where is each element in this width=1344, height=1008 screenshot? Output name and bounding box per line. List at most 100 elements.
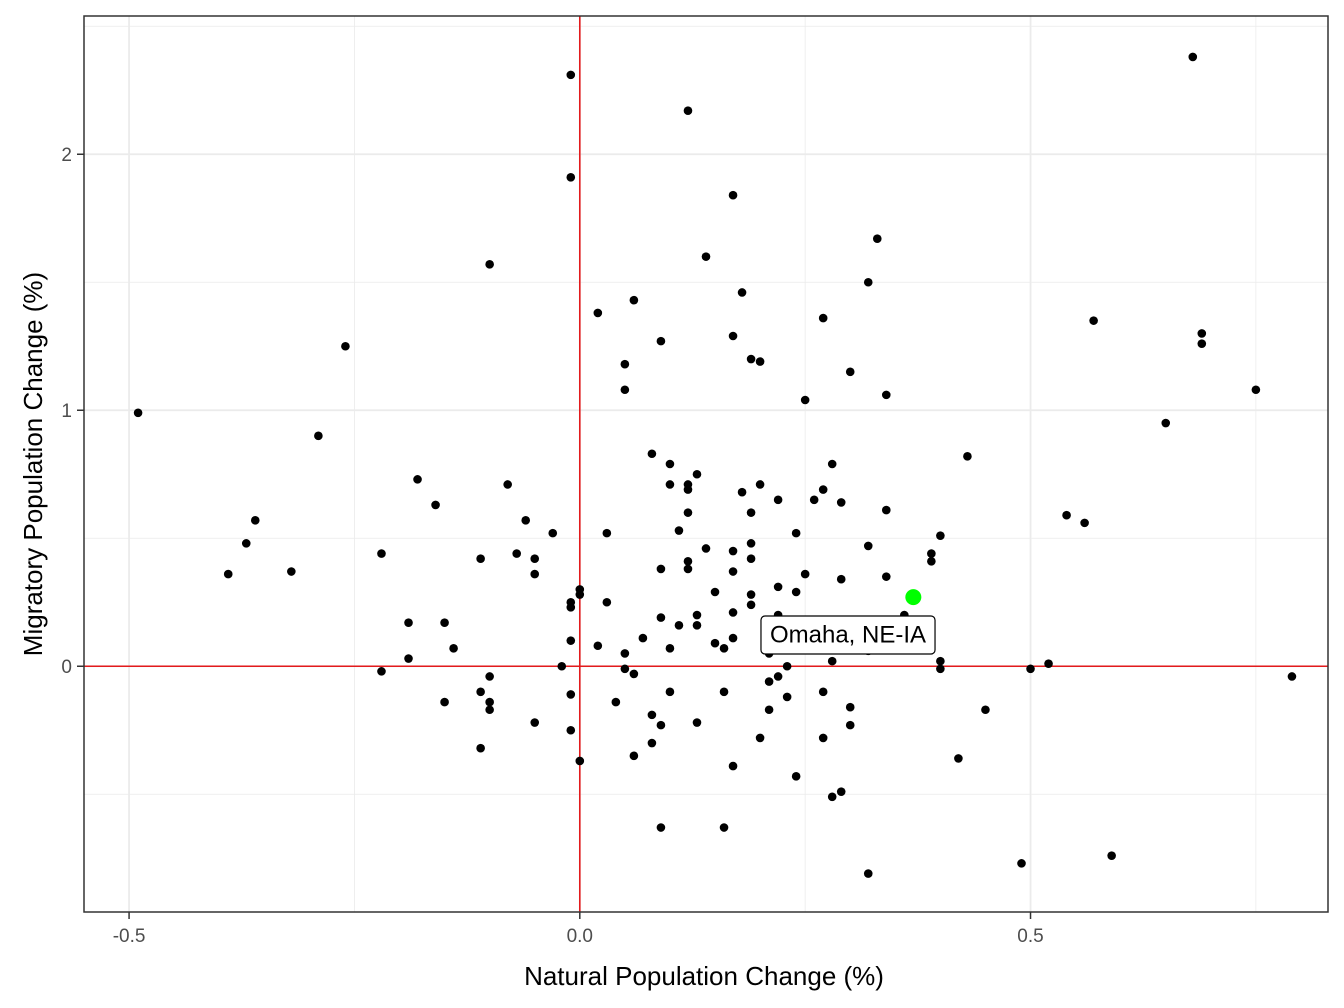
data-point — [566, 690, 576, 699]
data-point — [746, 539, 756, 548]
data-point — [566, 603, 576, 612]
data-point — [683, 485, 693, 494]
data-point — [863, 541, 873, 551]
data-point — [863, 277, 873, 287]
minor-gridlines — [84, 16, 1328, 912]
data-point — [665, 687, 675, 697]
data-point — [845, 720, 855, 730]
data-point — [791, 528, 801, 538]
data-point — [963, 452, 972, 461]
data-point — [485, 697, 494, 707]
data-point — [746, 554, 756, 564]
data-point — [683, 106, 693, 116]
panel-background — [84, 16, 1328, 912]
data-point — [755, 733, 765, 743]
data-point — [701, 252, 711, 261]
x-tick-label: 0.0 — [567, 926, 593, 947]
data-point — [377, 667, 386, 676]
data-point — [692, 610, 702, 620]
data-point — [818, 313, 828, 323]
data-point — [1197, 329, 1207, 338]
panel-border — [83, 15, 1329, 913]
data-point — [1188, 52, 1198, 62]
data-point — [1287, 672, 1297, 681]
data-point — [1197, 339, 1207, 348]
data-point — [1080, 518, 1089, 528]
data-point — [485, 672, 494, 681]
data-points — [133, 52, 1297, 878]
data-point — [719, 687, 729, 697]
data-point — [1107, 851, 1116, 860]
annotation-box — [760, 615, 936, 655]
data-point — [1161, 418, 1171, 428]
data-point — [728, 546, 738, 556]
data-point — [737, 288, 747, 297]
data-point — [341, 341, 350, 351]
data-point — [881, 390, 891, 400]
data-point — [404, 618, 413, 628]
data-point — [449, 644, 458, 653]
data-point — [755, 357, 765, 366]
data-point — [620, 359, 630, 369]
data-point — [719, 644, 729, 653]
data-point — [521, 516, 531, 525]
data-point — [936, 664, 945, 674]
data-point — [818, 733, 828, 743]
highlight-group: Omaha, NE-IA — [760, 589, 936, 655]
data-point — [818, 687, 828, 697]
data-point — [683, 564, 693, 574]
data-point — [647, 449, 657, 459]
data-point — [710, 638, 720, 648]
data-point — [476, 743, 485, 753]
data-point — [440, 618, 449, 628]
data-point — [881, 572, 891, 581]
data-point — [764, 677, 774, 686]
annotation: Omaha, NE-IA — [760, 615, 936, 655]
data-point — [566, 172, 576, 182]
data-point — [431, 500, 440, 510]
data-point — [133, 408, 143, 418]
x-axis-ticks: -0.5 0.0 0.5 — [113, 912, 1044, 947]
data-point — [809, 495, 819, 505]
data-point — [728, 633, 738, 643]
data-point — [746, 600, 756, 610]
data-point — [936, 656, 945, 666]
data-point — [620, 664, 630, 674]
data-point — [773, 495, 783, 505]
data-point — [773, 672, 783, 681]
data-point — [250, 516, 260, 525]
data-point — [548, 528, 558, 538]
data-point — [638, 633, 648, 643]
data-point — [647, 738, 657, 748]
data-point — [656, 613, 666, 622]
data-point — [872, 234, 882, 244]
data-point — [656, 564, 666, 574]
data-point — [791, 772, 801, 781]
data-point — [782, 692, 792, 702]
data-point — [602, 528, 612, 538]
data-point — [629, 295, 639, 305]
data-point — [530, 554, 540, 564]
data-point — [530, 569, 540, 579]
data-point — [773, 582, 783, 592]
data-point — [656, 823, 666, 832]
data-point — [241, 539, 251, 548]
data-point — [476, 687, 485, 697]
data-point — [845, 367, 855, 377]
data-point — [575, 590, 585, 599]
data-point — [782, 661, 792, 671]
data-point — [566, 70, 576, 80]
data-point — [1017, 859, 1026, 868]
data-point — [728, 761, 738, 771]
data-point — [593, 641, 603, 651]
data-point — [746, 590, 756, 599]
data-point — [954, 754, 963, 763]
data-point — [755, 480, 765, 489]
data-point — [683, 508, 693, 517]
data-point — [927, 556, 936, 566]
data-point — [1062, 510, 1071, 520]
data-point — [611, 697, 621, 707]
data-point — [223, 569, 233, 579]
data-point — [314, 431, 323, 441]
